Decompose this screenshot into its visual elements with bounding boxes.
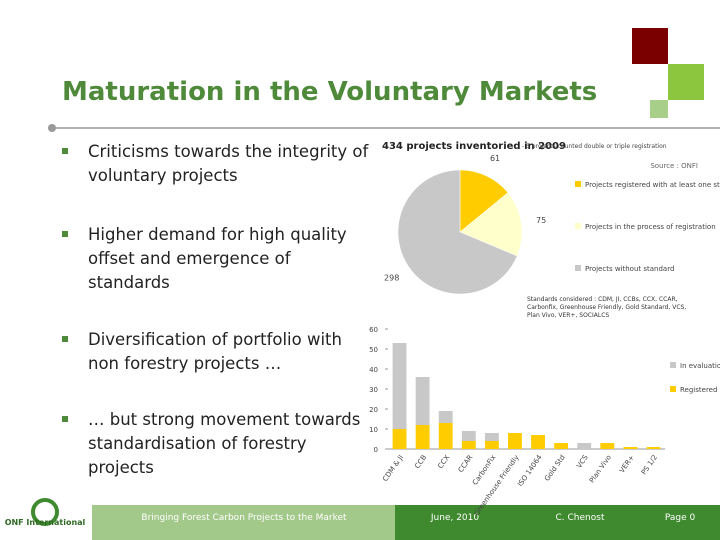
- y-tick-label: 40: [369, 366, 378, 374]
- data-label: 75: [536, 216, 546, 225]
- x-tick-label: CCX: [436, 453, 451, 470]
- chart-title: 434 projects inventoried in 2009: [382, 141, 566, 152]
- bullet-marker: [62, 416, 68, 422]
- bar-segment: [577, 443, 592, 449]
- rule-dot: [48, 124, 56, 132]
- bar-segment: [438, 411, 453, 423]
- legend-label: Projects without standard: [585, 265, 674, 273]
- bullet-marker: [62, 148, 68, 154]
- deco-square: [632, 28, 668, 64]
- chart-note-text: Standards considered : CDM, JI, CCBs, CC…: [527, 296, 687, 319]
- legend-label: Registered: [680, 386, 717, 394]
- legend-swatch: [575, 181, 581, 187]
- footer-author: C. Chenost: [556, 513, 605, 523]
- chart-source: Source : ONFI: [650, 162, 698, 170]
- footer-band: [395, 505, 720, 540]
- y-tick-label: 50: [369, 346, 378, 354]
- bar-segment: [392, 343, 407, 429]
- bullet: Criticisms towards the integrity of volu…: [88, 142, 369, 185]
- legend-swatch: [575, 223, 581, 229]
- bar-segment: [484, 433, 499, 441]
- footer-date: June, 2010: [430, 513, 479, 523]
- x-tick-label: PS 1/2: [640, 454, 659, 477]
- bar-segment: [438, 423, 453, 449]
- x-tick-label: CCAR: [457, 453, 475, 474]
- bar-segment: [461, 431, 476, 441]
- bullet: Higher demand for high quality offset an…: [88, 225, 347, 292]
- pie-slice: [459, 192, 523, 257]
- x-tick-label: Gold Std: [543, 454, 567, 483]
- x-tick-label: Plan Vivo: [588, 454, 613, 485]
- bar-segment: [531, 435, 545, 449]
- bar-segment: [508, 433, 522, 449]
- bar-segment: [646, 447, 661, 449]
- legend-label: In evaluation: [680, 362, 720, 370]
- x-tick-label: CDM & JI: [381, 454, 405, 483]
- bar-segment: [623, 447, 638, 449]
- pie-slice: [459, 169, 509, 233]
- bar-segment: [392, 429, 407, 449]
- legend-swatch: [670, 362, 676, 368]
- slide-title: Maturation in the Voluntary Markets: [62, 77, 597, 107]
- data-label: 298: [384, 273, 399, 282]
- y-tick-label: 0: [374, 446, 378, 454]
- x-tick-label: CCB: [413, 453, 428, 470]
- bar-segment: [415, 377, 430, 425]
- footer-band: [92, 505, 395, 540]
- data-label: 61: [490, 154, 500, 163]
- logo-mark: [31, 498, 59, 526]
- bar-segment: [415, 425, 430, 449]
- deco-square: [668, 64, 704, 100]
- y-tick-label: 10: [369, 426, 378, 434]
- bar-segment: [461, 441, 476, 449]
- bar-segment: [554, 443, 569, 449]
- footer-page: Page 0: [665, 513, 696, 523]
- deco-square: [650, 100, 668, 118]
- bullet-marker: [62, 231, 68, 237]
- legend-label: Projects in the process of registration: [585, 223, 716, 231]
- footer-text: Bringing Forest Carbon Projects to the M…: [141, 513, 347, 523]
- bullet: … but strong movement towards standardis…: [88, 410, 361, 477]
- chart-note: Standards considered : CDM, JI, CCBs, CC…: [527, 296, 687, 319]
- bar-segment: [600, 443, 615, 449]
- bullet: Diversification of portfolio with non fo…: [88, 330, 342, 373]
- y-tick-label: 30: [369, 386, 378, 394]
- bullet-marker: [62, 336, 68, 342]
- logo-label: ONF International: [5, 518, 86, 527]
- legend-label: Projects registered with at least one st…: [585, 181, 720, 189]
- chart-subtitle: - 5 projects counted double or triple re…: [522, 143, 667, 150]
- bar-segment: [484, 441, 499, 449]
- legend-swatch: [670, 386, 676, 392]
- y-tick-label: 60: [369, 326, 378, 334]
- pie-slice: [397, 169, 518, 295]
- x-tick-label: VER+: [618, 453, 636, 474]
- x-tick-label: VCS: [575, 453, 590, 470]
- legend-swatch: [575, 265, 581, 271]
- y-tick-label: 20: [369, 406, 378, 414]
